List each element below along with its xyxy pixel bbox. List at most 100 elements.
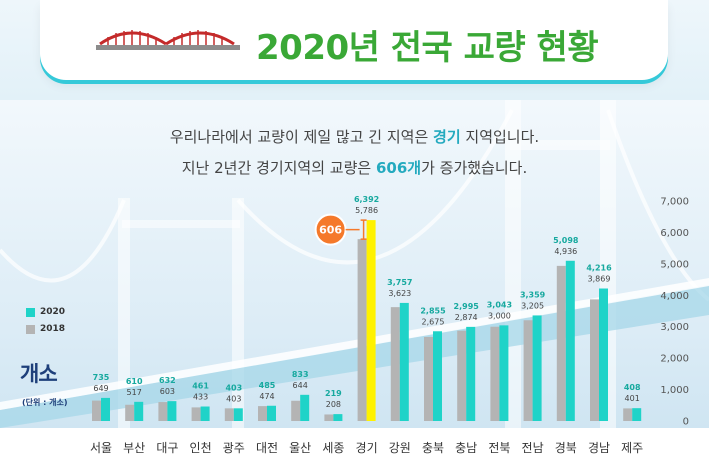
y-tick-label: 0: [683, 417, 689, 428]
bar-2018: [457, 330, 467, 421]
bar-2018: [623, 408, 633, 421]
x-tick-label: 제주: [621, 441, 643, 455]
bar-2018: [158, 402, 168, 421]
data-label-2018: 4,936: [554, 247, 577, 256]
x-tick-label: 광주: [223, 441, 245, 455]
y-tick-label: 6,000: [660, 228, 689, 239]
bar-2018: [424, 336, 433, 421]
data-label-2020: 485: [259, 381, 276, 390]
bar-2018: [590, 299, 599, 421]
x-tick-label: 강원: [389, 441, 411, 455]
bar-2020: [167, 401, 177, 421]
intro-line-1-prefix: 우리나라에서 교량이 제일 많고 긴 지역은: [169, 128, 434, 146]
data-label-2020: 2,855: [420, 306, 446, 315]
legend-label-2018: 2018: [40, 324, 66, 334]
x-tick-label: 충남: [455, 441, 477, 455]
x-tick-label: 전북: [488, 441, 510, 455]
data-label-2018: 2,675: [422, 317, 445, 326]
y-tick-label: 7,000: [660, 197, 689, 208]
x-tick-label: 부산: [123, 441, 145, 455]
axis-labels-background: [0, 428, 709, 462]
data-label-2020: 219: [325, 389, 342, 398]
y-tick-label: 5,000: [660, 259, 689, 270]
bridge-icon: [96, 30, 240, 50]
bar-2020: [565, 260, 575, 421]
bar-2020: [233, 408, 243, 421]
bar-2018: [92, 400, 101, 421]
data-label-2018: 649: [93, 384, 108, 393]
data-label-2020: 3,757: [387, 278, 412, 287]
bar-2018: [291, 400, 301, 421]
data-label-2018: 3,000: [488, 311, 511, 320]
data-label-2018: 3,623: [388, 289, 411, 298]
unit-label: 개소: [20, 362, 58, 386]
x-tick-label: 서울: [90, 441, 112, 455]
legend-label-2020: 2020: [40, 307, 66, 317]
bar-2020: [366, 220, 376, 421]
data-label-2018: 3,205: [521, 301, 544, 310]
x-tick-label: 세종: [322, 441, 344, 455]
y-tick-label: 3,000: [660, 322, 689, 333]
bar-2018: [258, 406, 267, 421]
y-tick-label: 1,000: [660, 385, 689, 396]
bar-2020: [267, 405, 276, 421]
intro-line-2-highlight: 606개: [375, 159, 422, 177]
data-label-2020: 2,995: [454, 302, 480, 311]
x-tick-label: 경기: [356, 441, 378, 455]
bar-2018: [390, 307, 400, 421]
data-label-2020: 5,098: [553, 236, 579, 245]
data-label-2020: 408: [624, 383, 641, 392]
intro-line-2-suffix: 가 증가했습니다.: [421, 159, 528, 177]
bar-2020: [200, 406, 210, 421]
data-label-2018: 603: [160, 387, 175, 396]
page-title: 2020년 전국 교량 현황: [256, 28, 599, 68]
bar-2018: [125, 404, 135, 421]
data-label-2020: 833: [292, 370, 309, 379]
bar-2020: [499, 325, 509, 421]
bar-2020: [532, 315, 542, 421]
data-label-2018: 2,874: [455, 313, 478, 322]
bar-2018: [191, 407, 201, 421]
increase-callout-text: 606: [319, 224, 342, 237]
unit-note: (단위 : 개소): [22, 398, 68, 407]
bar-2018: [324, 414, 334, 421]
x-tick-label: 경북: [555, 441, 577, 455]
bar-2020: [134, 401, 144, 421]
data-label-2020: 3,359: [520, 290, 546, 299]
bar-2020: [433, 331, 442, 421]
legend-item-2018: 2018: [26, 324, 65, 334]
data-label-2018: 208: [326, 400, 341, 409]
intro-line-1-highlight: 경기: [433, 128, 461, 146]
intro-line-1: 우리나라에서 교량이 제일 많고 긴 지역은 경기 지역입니다.: [0, 126, 709, 147]
data-label-2018: 644: [293, 381, 308, 390]
data-label-2020: 4,216: [586, 263, 612, 272]
bar-2018: [523, 320, 533, 421]
bar-2020: [300, 394, 310, 421]
bar-2018: [490, 326, 500, 421]
intro-line-2: 지난 2년간 경기지역의 교량은 606개가 증가했습니다.: [0, 157, 709, 178]
intro-line-1-suffix: 지역입니다.: [460, 128, 540, 146]
data-label-2018: 401: [625, 394, 640, 403]
data-label-2020: 6,392: [354, 195, 379, 204]
data-label-2020: 610: [126, 377, 143, 386]
y-tick-label: 4,000: [660, 291, 689, 302]
legend-item-2020: 2020: [26, 307, 65, 317]
x-tick-label: 대전: [256, 441, 278, 455]
y-tick-label: 2,000: [660, 354, 689, 365]
data-label-2020: 735: [93, 373, 110, 382]
x-tick-label: 울산: [289, 441, 311, 455]
data-label-2018: 517: [127, 388, 142, 397]
bar-2018: [224, 408, 234, 421]
bar-2020: [466, 326, 476, 421]
data-label-2018: 474: [259, 392, 274, 401]
data-label-2018: 3,869: [588, 274, 611, 283]
bar-2020: [599, 288, 608, 421]
data-label-2020: 3,043: [487, 300, 512, 309]
bar-2020: [399, 302, 409, 421]
x-tick-label: 전남: [522, 441, 544, 455]
data-label-2018: 403: [226, 394, 241, 403]
data-label-2020: 403: [225, 383, 242, 392]
bar-2020: [632, 408, 642, 421]
x-tick-label: 충북: [422, 441, 444, 455]
bar-2020: [101, 397, 110, 421]
